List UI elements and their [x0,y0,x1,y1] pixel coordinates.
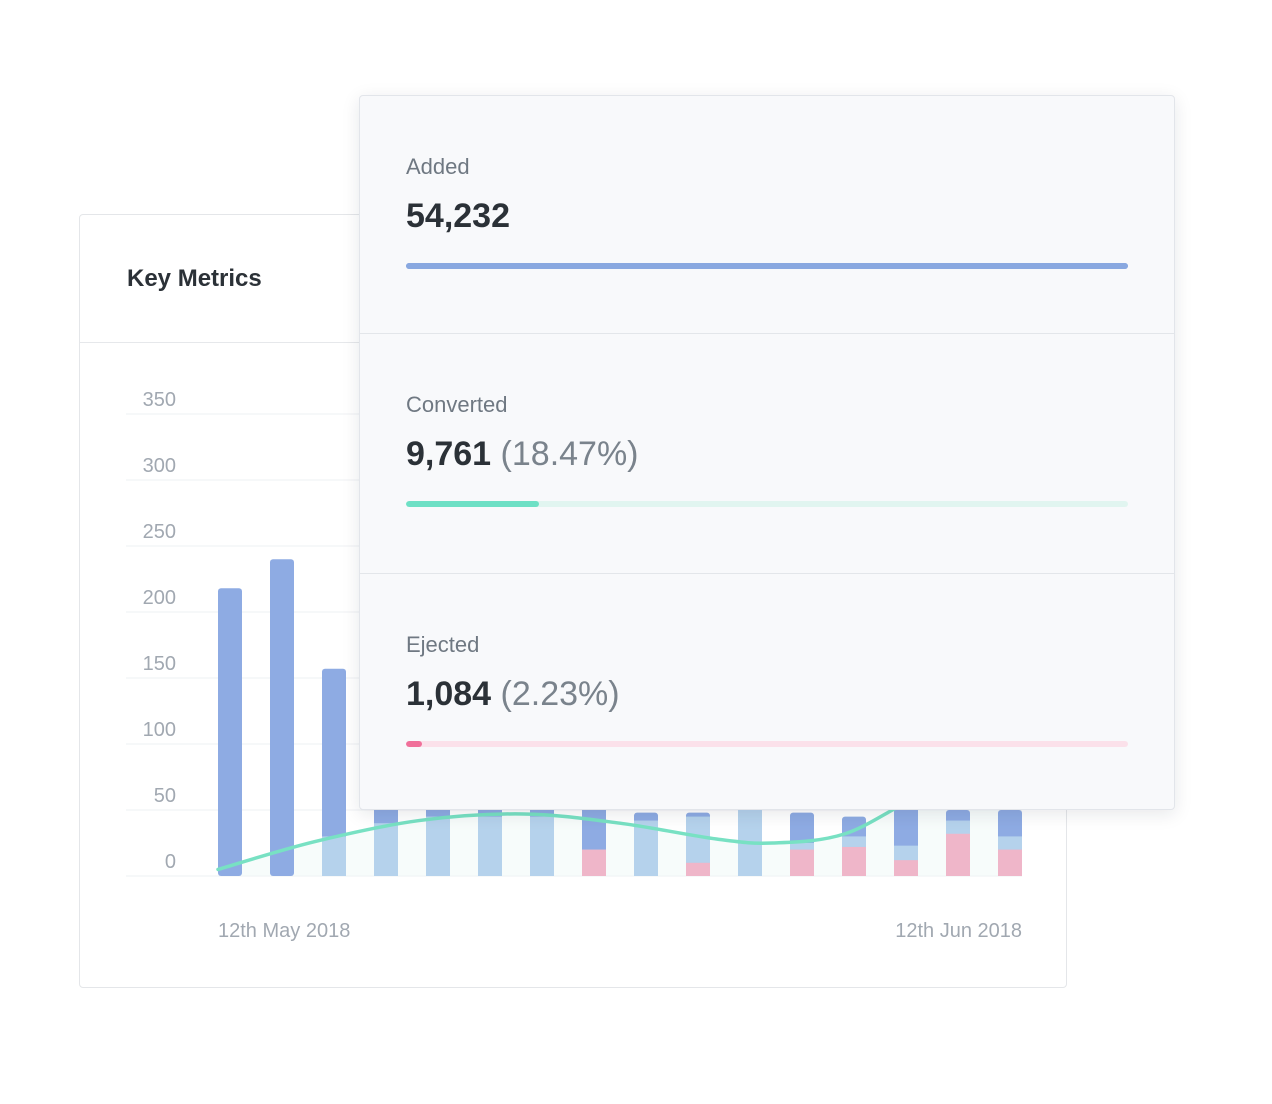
x-label-end: 12th Jun 2018 [895,920,1022,942]
y-tick-label: 0 [165,851,176,873]
bar-tertiary [582,849,606,876]
progress-track [406,263,1128,269]
metric-percent: (2.23%) [500,675,620,713]
progress-fill [406,741,423,747]
bar-primary [218,588,242,876]
x-label-start: 12th May 2018 [218,920,350,942]
bar-tertiary [946,833,970,876]
progress-track [406,741,1128,747]
bar-tertiary [842,846,866,876]
bar-secondary [322,836,346,876]
metric-added: Added 54,232 [360,96,1174,336]
progress-fill [406,263,1128,269]
y-tick-label: 200 [143,587,176,609]
y-tick-label: 350 [143,389,176,411]
progress-track [406,501,1128,507]
y-tick-label: 50 [154,785,176,807]
metric-number: 1,084 [406,675,492,713]
y-tick-label: 250 [143,521,176,543]
bar-secondary [374,823,398,876]
bar-tertiary [686,862,710,876]
bar-tertiary [790,849,814,876]
y-tick-label: 300 [143,455,176,477]
metric-ejected: Ejected 1,084 (2.23%) [360,573,1174,813]
metric-value: 54,232 [406,197,510,236]
bar-secondary [426,816,450,876]
y-tick-label: 100 [143,719,176,741]
bar-secondary [478,816,502,876]
bar-primary [270,559,294,876]
metric-value: 9,761 (18.47%) [406,435,639,474]
metric-label: Converted [406,392,508,417]
bar-primary [322,668,346,876]
bar-tertiary [998,849,1022,876]
metric-percent: (18.47%) [500,435,639,473]
metrics-popover: Added 54,232 Converted 9,761 (18.47%) Ej… [359,95,1175,810]
metric-label: Ejected [406,632,480,657]
metric-converted: Converted 9,761 (18.47%) [360,333,1174,573]
metric-value: 1,084 (2.23%) [406,675,620,714]
trend-line [216,768,1024,872]
card-title: Key Metrics [127,265,262,292]
y-tick-label: 150 [143,653,176,675]
progress-fill [406,501,540,507]
metric-label: Added [406,154,470,179]
metric-number: 54,232 [406,197,510,235]
bar-tertiary [894,860,918,876]
bar-secondary [530,816,554,876]
metric-number: 9,761 [406,435,492,473]
